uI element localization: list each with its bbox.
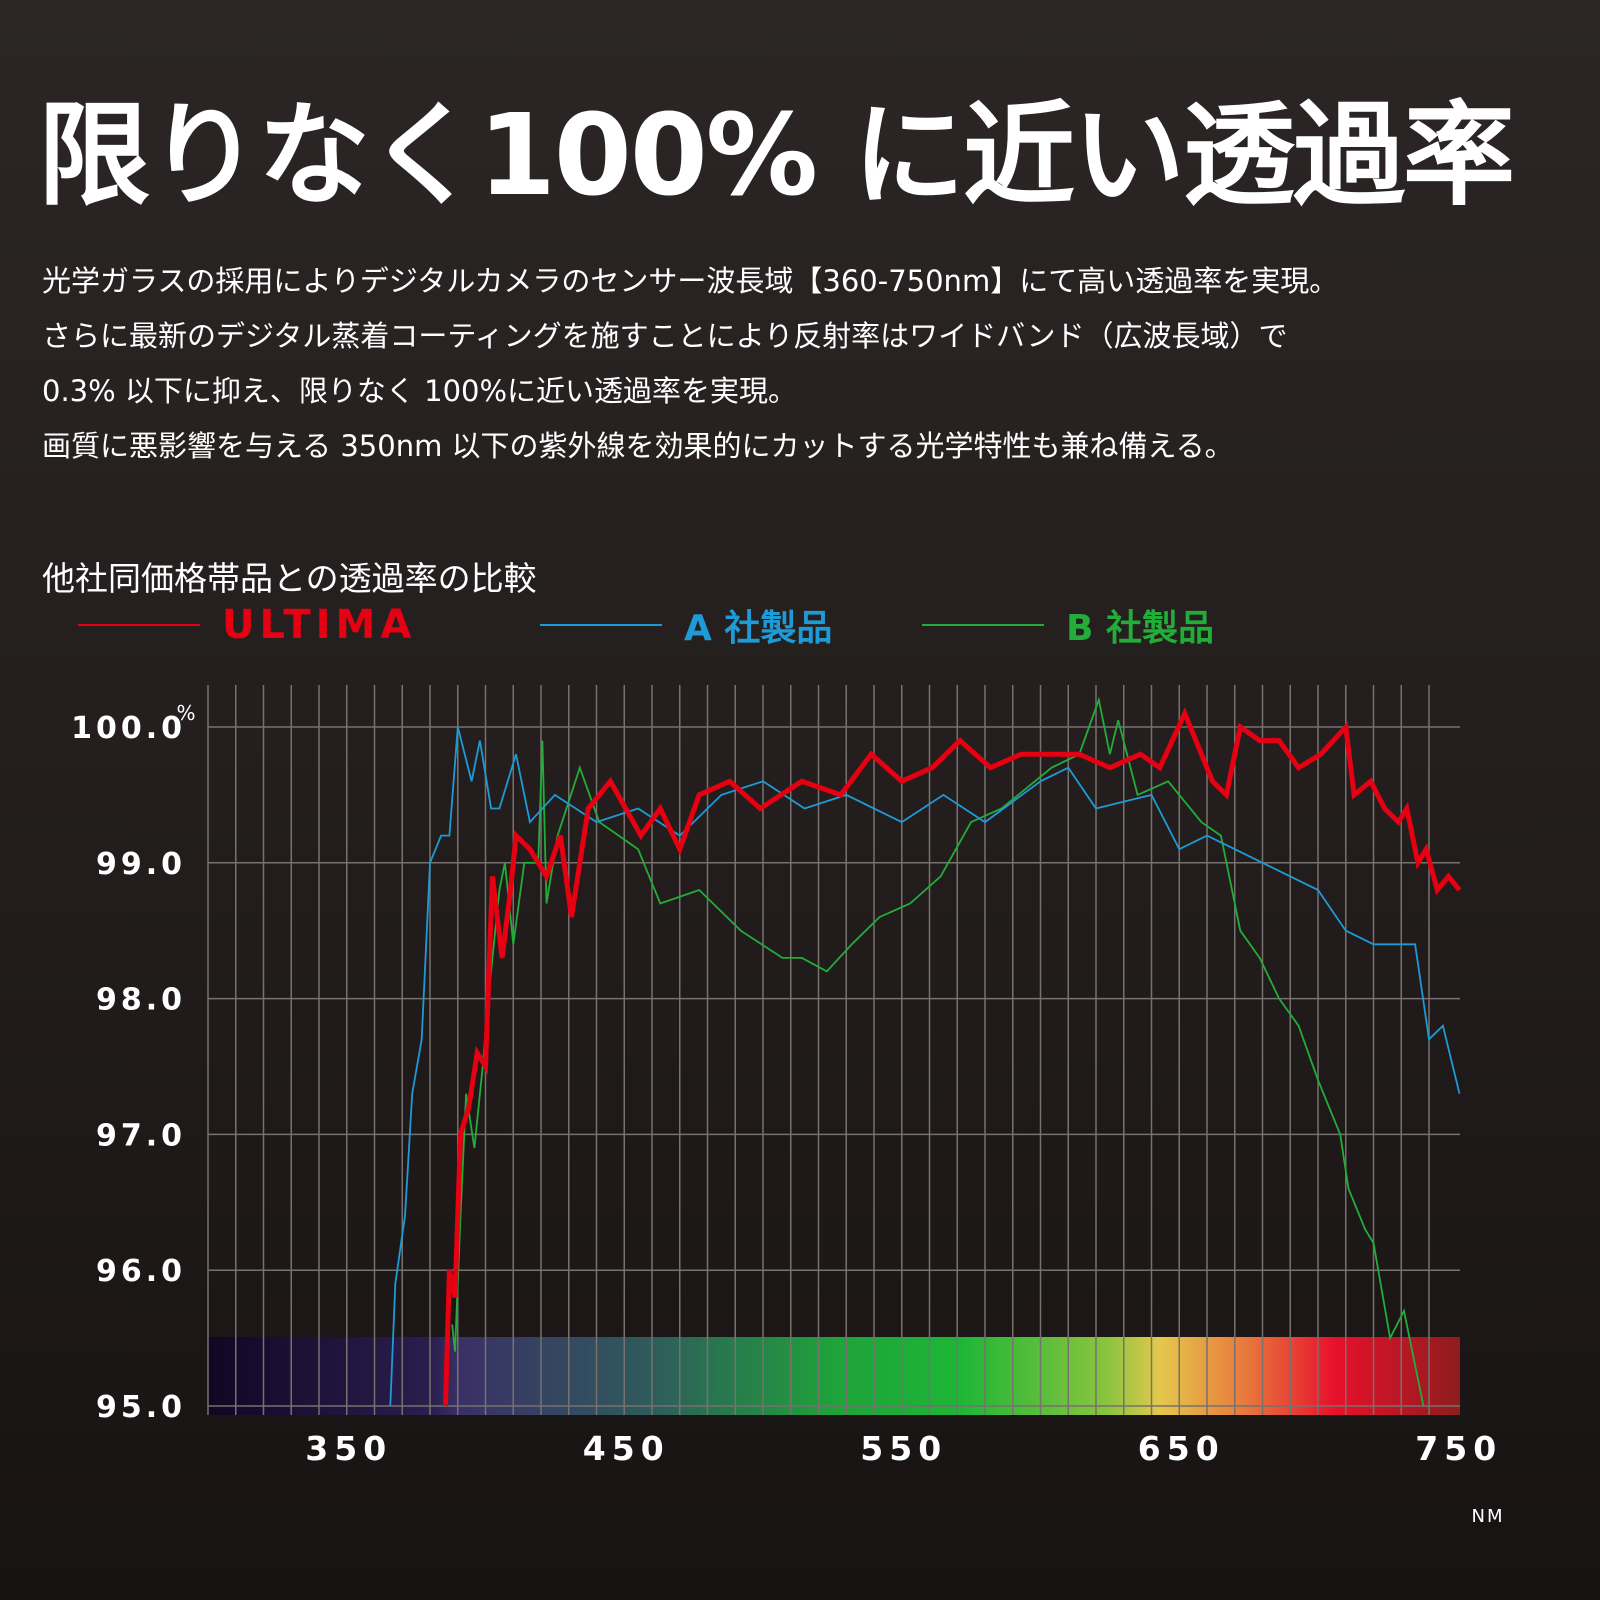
y-tick-label: 100.0 (71, 711, 186, 746)
description-line: 0.3% 以下に抑え、限りなく 100%に近い透過率を実現。 (42, 374, 798, 408)
x-tick-label: 650 (1138, 1429, 1225, 1468)
series-line-ultima (443, 707, 1462, 1407)
series-line-a (389, 726, 1461, 1407)
y-tick-label: 96.0 (96, 1254, 186, 1289)
y-tick-label: 95.0 (96, 1390, 186, 1425)
y-tick-label: 97.0 (96, 1118, 186, 1153)
series-lines (389, 696, 1462, 1407)
axis-ticks: 95.0 96.0 97.0 98.0 99.0 100.0 350 450 550 650 750 (71, 711, 1502, 1468)
legend-label: A 社製品 (684, 608, 833, 649)
legend-swatch (922, 624, 1044, 626)
chart-title: 他社同価格帯品との透過率の比較 (42, 559, 537, 598)
description: 光学ガラスの採用によりデジタルカメラのセンサー波長域【360-750nm】にて高… (42, 254, 1572, 474)
spectrum-band (208, 1337, 1460, 1415)
x-tick-label: 350 (305, 1429, 392, 1468)
legend-item-b: B 社製品 (922, 600, 1214, 650)
description-line: さらに最新のデジタル蒸着コーティングを施すことにより反射率はワイドバンド（広波長… (42, 319, 1288, 353)
y-tick-label: 98.0 (96, 983, 186, 1018)
x-tick-label: 750 (1415, 1429, 1502, 1468)
x-tick-label: 450 (583, 1429, 670, 1468)
x-unit-label: NM (1472, 1506, 1505, 1527)
legend-swatch (78, 624, 200, 626)
x-tick-label: 550 (860, 1429, 947, 1468)
legend-item-ultima: ULTIMA (78, 600, 416, 650)
headline: 限りなく100% に近い透過率 (38, 91, 1515, 221)
description-line: 画質に悪影響を与える 350nm 以下の紫外線を効果的にカットする光学特性も兼ね… (42, 429, 1234, 463)
legend-swatch (540, 624, 662, 626)
legend-item-a: A 社製品 (540, 600, 832, 650)
legend-label: ULTIMA (222, 602, 417, 648)
description-line: 光学ガラスの採用によりデジタルカメラのセンサー波長域【360-750nm】にて高… (42, 264, 1339, 298)
y-tick-label: 99.0 (96, 847, 186, 882)
legend-label: B 社製品 (1066, 608, 1214, 649)
series-line-b (451, 696, 1425, 1407)
y-unit-label: % (176, 701, 195, 725)
